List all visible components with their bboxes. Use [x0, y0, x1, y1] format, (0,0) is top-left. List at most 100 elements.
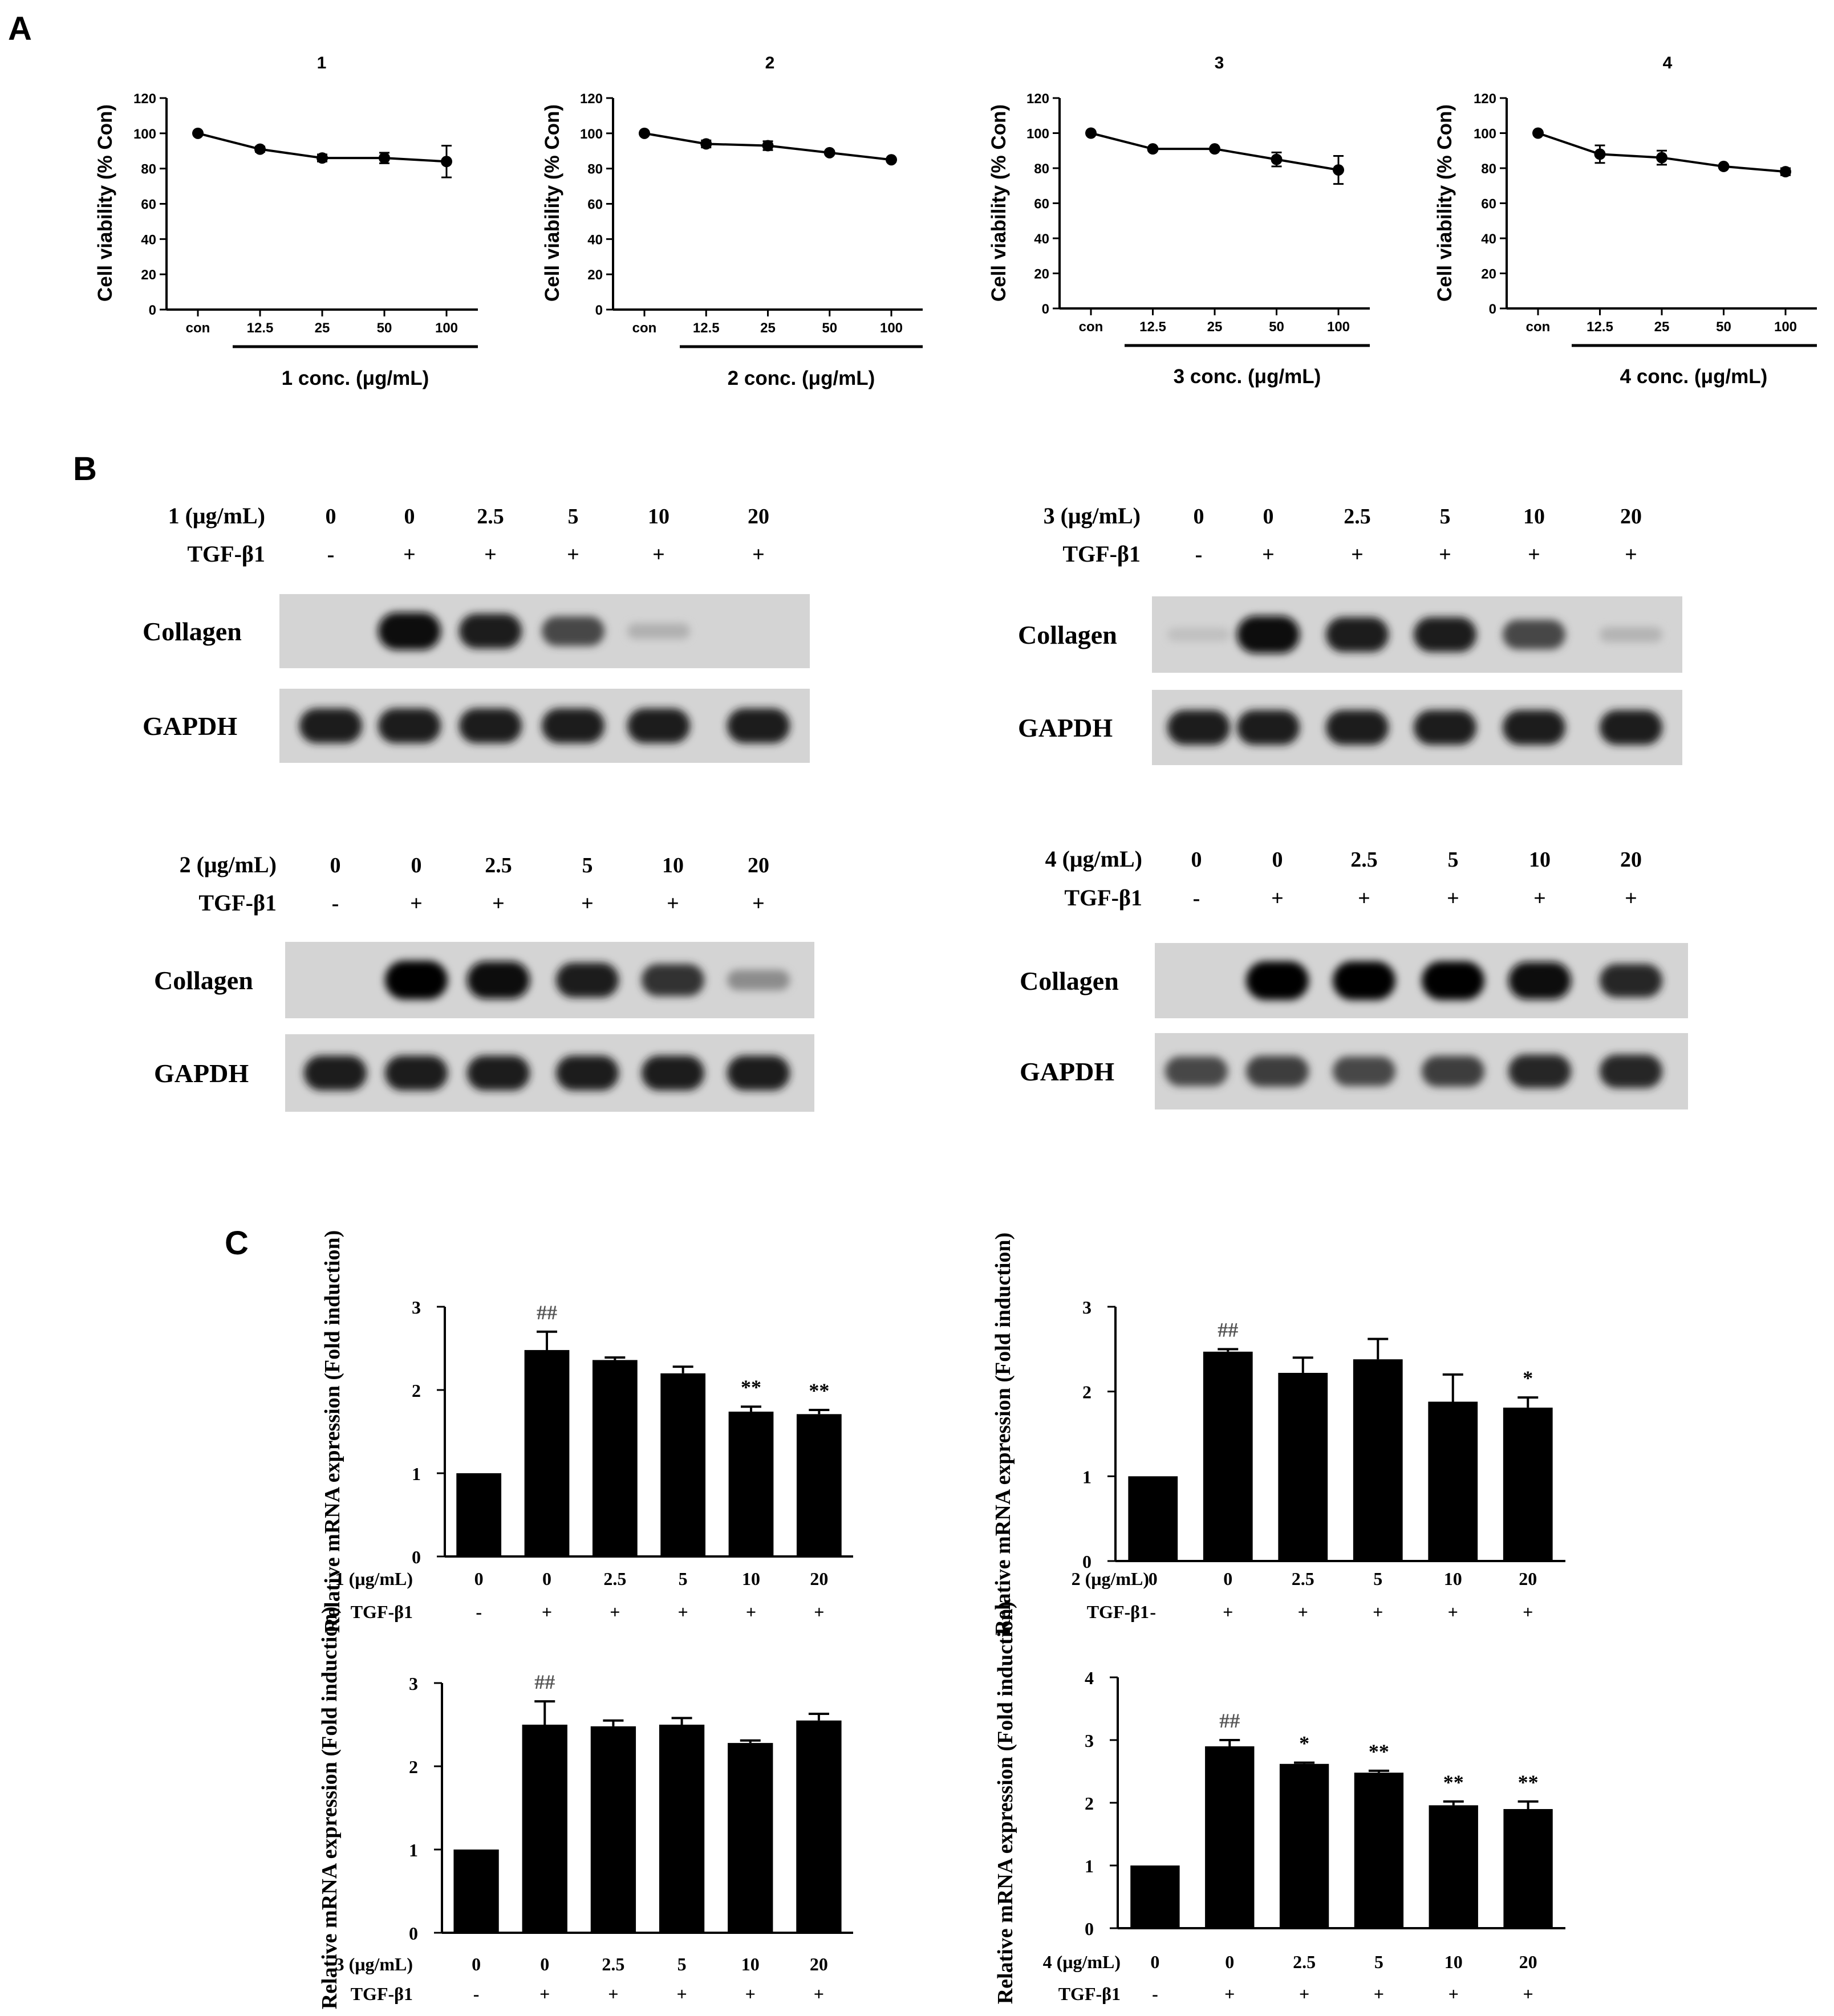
viability-chart-2: 2 Cell viability (% Con) 0 20 40 60 80 100 120…	[541, 54, 923, 389]
bar	[1429, 1805, 1478, 1928]
bar	[1278, 1372, 1328, 1561]
blot-band	[1165, 1056, 1228, 1086]
y-tick-label: 40	[587, 232, 603, 247]
x-tick-label: 50	[822, 320, 837, 336]
protein-label: GAPDH	[1018, 713, 1113, 742]
y-tick-label: 2	[1082, 1382, 1092, 1403]
mrna-chart-2: 0 1 2 3 Relative mRNA expression (Fold induc…	[991, 1233, 1565, 1635]
y-tick-label: 20	[587, 267, 603, 283]
compound-label: 4 (μg/mL)	[1043, 1952, 1121, 1972]
y-tick-label: 0	[409, 1923, 418, 1944]
y-tick-label: 3	[1082, 1297, 1092, 1318]
data-point	[379, 152, 390, 164]
dose-label: 20	[748, 853, 769, 877]
tgf-sign: +	[1358, 887, 1370, 911]
dose-label: 0	[326, 505, 336, 529]
data-point	[1780, 166, 1791, 178]
tgf-sign: +	[410, 892, 423, 916]
bar	[1353, 1359, 1403, 1561]
y-axis-label: Cell viability (% Con)	[988, 104, 1010, 302]
tgf-sign: -	[1152, 1984, 1158, 2004]
y-axis-label: Relative mRNA expression (Fold induction…	[993, 1602, 1017, 2005]
dose-label: 2.5	[1350, 848, 1378, 872]
blot-band	[1326, 710, 1389, 745]
bar	[1503, 1809, 1553, 1928]
dose-label: 0	[1149, 1568, 1158, 1589]
tgf-sign: +	[608, 1984, 618, 2004]
tgf-sign: +	[1625, 887, 1637, 911]
blot-band	[385, 961, 448, 999]
y-tick-label: 1	[412, 1464, 421, 1484]
tgf-sign: +	[1448, 1602, 1458, 1622]
significance-marker: *	[1523, 1367, 1533, 1389]
chart-title: 4	[1663, 54, 1673, 72]
western-blot-4: 4 (μg/mL) TGF-β1 0 0 2.5 5 10 20 - + + + + + Collagen G…	[1020, 846, 1688, 1109]
dose-label: 0	[540, 1954, 549, 1974]
dose-label: 2.5	[602, 1954, 624, 1974]
dose-label: 0	[1150, 1952, 1159, 1972]
y-tick-label: 0	[149, 303, 156, 318]
dose-label: 10	[1529, 848, 1551, 872]
x-axis-label: 1 conc. (μg/mL)	[282, 367, 429, 389]
dose-label: 5	[1440, 505, 1451, 529]
y-tick-label: 40	[141, 232, 156, 247]
y-tick-label: 0	[412, 1547, 421, 1567]
y-tick-label: 60	[1034, 197, 1049, 212]
tgf-sign: +	[1223, 1602, 1233, 1622]
x-tick-label: con	[632, 320, 657, 336]
y-axis-label: Relative mRNA expression (Fold induction…	[318, 1607, 342, 2010]
x-tick-label: 12.5	[693, 320, 720, 336]
y-tick-label: 80	[1034, 161, 1049, 177]
y-tick-label: 20	[1034, 267, 1049, 282]
x-tick-label: con	[186, 320, 210, 336]
dose-label: 20	[1620, 505, 1642, 529]
blot-band	[1167, 710, 1230, 745]
bar	[1354, 1773, 1404, 1928]
protein-label: Collagen	[1020, 966, 1119, 995]
blot-band	[642, 1055, 704, 1091]
x-tick-label: 100	[435, 320, 458, 336]
viability-chart-1: 1 Cell viability (% Con) 0 20 40 60 80 100 120…	[94, 54, 478, 389]
significance-marker: ##	[1219, 1709, 1240, 1732]
tgf-sign: +	[1271, 887, 1284, 911]
y-tick-label: 0	[1489, 302, 1496, 317]
tgf-sign: +	[1528, 543, 1540, 567]
tgf-sign: +	[567, 543, 579, 567]
dose-label: 0	[330, 853, 341, 877]
y-tick-label: 60	[141, 197, 156, 213]
dose-label: 0	[1225, 1952, 1234, 1972]
blot-band	[1333, 1056, 1395, 1086]
line-plot: 0 20 40 60 80 100 120 con 12.5 25 50 100	[1026, 91, 1370, 335]
data-point	[1147, 143, 1159, 155]
tgf-sign: +	[667, 892, 679, 916]
blot-band	[1600, 710, 1662, 745]
y-tick-label: 100	[1026, 127, 1049, 142]
tgf-sign: -	[1195, 543, 1203, 567]
data-point	[823, 147, 835, 158]
x-axis-label: 3 conc. (μg/mL)	[1174, 365, 1321, 388]
x-tick-label: 25	[760, 320, 776, 336]
y-axis-label: Cell viability (% Con)	[541, 104, 563, 302]
dose-label: 2.5	[485, 853, 512, 877]
dose-label: 0	[474, 1568, 484, 1589]
blot-band	[627, 708, 690, 743]
blot-band	[467, 1055, 530, 1091]
bar	[1279, 1763, 1329, 1928]
dose-label: 5	[679, 1568, 688, 1589]
dose-label: 0	[411, 853, 422, 877]
blot-band	[642, 964, 704, 997]
tgf-sign: +	[676, 1984, 687, 2004]
tgf-label: TGF-β1	[198, 890, 277, 916]
data-point	[1271, 153, 1283, 165]
dose-label: 0	[404, 505, 415, 529]
blot-band	[467, 961, 530, 999]
dose-label: 10	[1523, 505, 1545, 529]
dose-label: 5	[1448, 848, 1459, 872]
panel-letter-b: B	[73, 450, 97, 487]
data-point	[192, 127, 204, 139]
tgf-sign: +	[1448, 1984, 1459, 2004]
blot-membrane	[285, 1034, 814, 1112]
bar	[1128, 1476, 1178, 1561]
viability-chart-4: 4 Cell viability (% Con) 0 20 40 60 80 100 120…	[1434, 54, 1817, 388]
blot-band	[1326, 617, 1389, 652]
